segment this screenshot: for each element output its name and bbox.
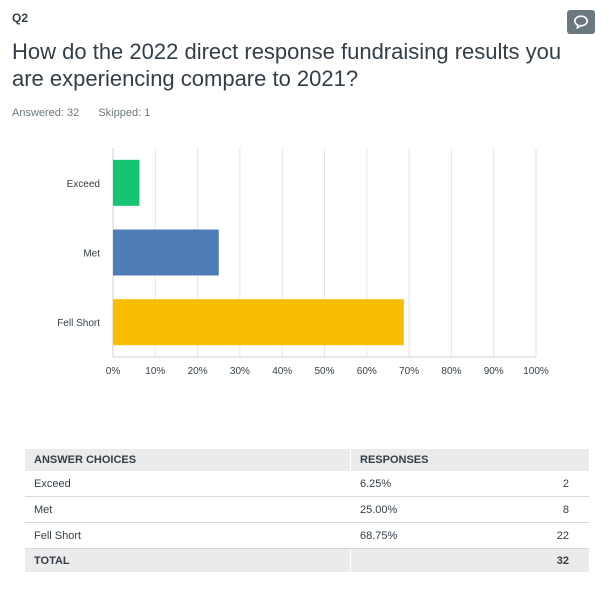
category-label: Met (83, 249, 100, 260)
skipped-count: Skipped: 1 (98, 107, 151, 119)
table-header-row: ANSWER CHOICES RESPONSES (25, 449, 589, 471)
x-tick-label: 90% (484, 366, 504, 377)
bar (113, 229, 219, 276)
answered-count: Answered: 32 (12, 107, 80, 119)
category-label: Exceed (67, 179, 100, 190)
speech-bubble-icon (574, 15, 588, 29)
x-tick-label: 10% (145, 366, 165, 377)
header-responses: RESPONSES (350, 449, 513, 471)
percent-cell: 6.25% (350, 471, 513, 497)
x-tick-label: 50% (314, 366, 334, 377)
bar (113, 299, 404, 346)
answer-table: ANSWER CHOICES RESPONSES Exceed 6.25% 2 … (25, 449, 589, 572)
category-label: Fell Short (57, 318, 100, 329)
x-tick-label: 30% (230, 366, 250, 377)
x-tick-label: 80% (441, 366, 461, 377)
bar-chart: 0% 10% 20% 30% 40% 50% 60% 70% 80% 90% 100% Exceed M… (57, 148, 549, 377)
choice-cell: Met (25, 496, 351, 523)
total-label: TOTAL (25, 548, 351, 572)
count-cell: 2 (512, 471, 589, 497)
table-row: Fell Short 68.75% 22 (25, 522, 589, 549)
x-tick-label: 70% (399, 366, 419, 377)
percent-cell: 68.75% (350, 522, 513, 549)
question-number: Q2 (12, 11, 29, 25)
choice-cell: Fell Short (25, 522, 351, 549)
count-cell: 22 (512, 522, 589, 549)
comment-button[interactable] (567, 10, 595, 34)
table-row: Exceed 6.25% 2 (25, 471, 589, 497)
header-count (512, 449, 589, 471)
percent-cell: 25.00% (350, 496, 513, 523)
bar (113, 159, 140, 206)
x-tick-label: 40% (272, 366, 292, 377)
choice-cell: Exceed (25, 471, 351, 497)
table-row: Met 25.00% 8 (25, 496, 589, 523)
total-spacer (350, 548, 513, 572)
count-cell: 8 (512, 496, 589, 523)
total-count: 32 (512, 548, 589, 572)
x-tick-label: 60% (357, 366, 377, 377)
response-stats: Answered: 32 Skipped: 1 (12, 107, 166, 119)
x-tick-label: 100% (523, 366, 549, 377)
x-tick-label: 20% (188, 366, 208, 377)
total-row: TOTAL 32 (25, 548, 589, 572)
header-answer-choices: ANSWER CHOICES (25, 449, 351, 471)
question-title: How do the 2022 direct response fundrais… (12, 39, 562, 91)
x-tick-label: 0% (106, 366, 121, 377)
